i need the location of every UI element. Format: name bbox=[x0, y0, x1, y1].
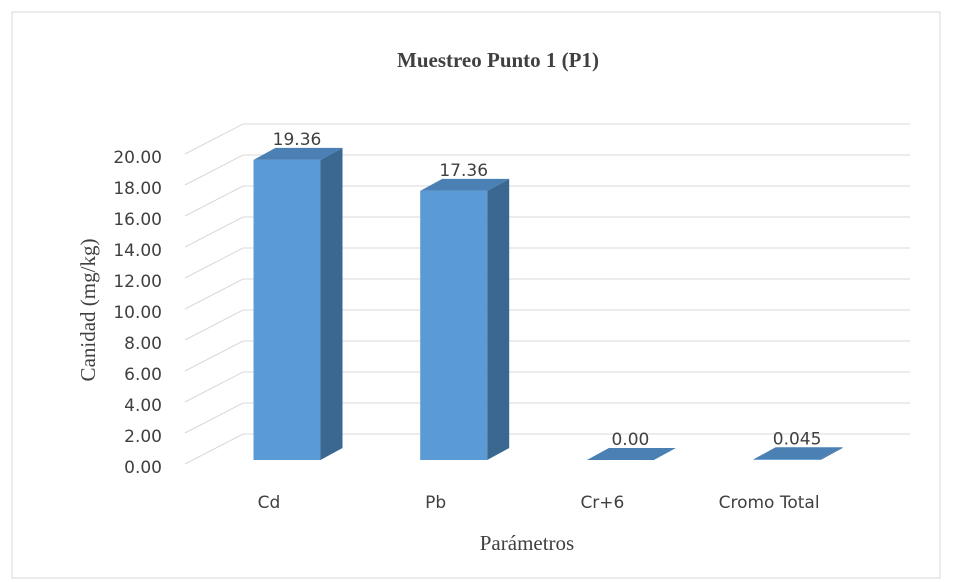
bar-face bbox=[253, 147, 343, 160]
y-tick-label: 18.00 bbox=[113, 179, 162, 199]
grid-line bbox=[184, 247, 910, 279]
data-label: 17.36 bbox=[439, 161, 488, 181]
y-tick-label: 14.00 bbox=[113, 241, 162, 261]
data-label: 0.00 bbox=[611, 430, 649, 450]
bar-face bbox=[320, 147, 343, 461]
y-tick-label: 10.00 bbox=[113, 303, 162, 323]
x-axis-label: Parámetros bbox=[480, 531, 574, 555]
bar bbox=[420, 178, 510, 461]
y-tick-label: 8.00 bbox=[124, 334, 162, 354]
x-tick-label: Cromo Total bbox=[719, 493, 820, 513]
bar bbox=[253, 147, 343, 461]
bar bbox=[586, 448, 676, 460]
grid-line bbox=[184, 309, 910, 341]
y-tick-label: 4.00 bbox=[124, 396, 162, 416]
grid-line bbox=[184, 402, 910, 434]
x-tick-label: Pb bbox=[425, 493, 446, 513]
grid-line bbox=[184, 278, 910, 310]
x-tick-label: Cr+6 bbox=[580, 493, 624, 513]
grid-line bbox=[184, 433, 910, 465]
data-label: 19.36 bbox=[273, 130, 322, 150]
grid-line bbox=[184, 216, 910, 248]
data-label: 0.045 bbox=[773, 429, 822, 449]
bar bbox=[753, 447, 843, 460]
y-tick-label: 20.00 bbox=[113, 148, 162, 168]
x-tick-label: Cd bbox=[258, 493, 281, 513]
y-tick-label: 6.00 bbox=[124, 365, 162, 385]
bar-face bbox=[487, 178, 510, 461]
grid-line bbox=[184, 340, 910, 372]
bar-face bbox=[586, 448, 676, 460]
grid-line bbox=[184, 154, 910, 186]
bar-face bbox=[820, 447, 843, 460]
grid-line bbox=[184, 185, 910, 217]
grid-line bbox=[184, 371, 910, 403]
y-tick-label: 12.00 bbox=[113, 272, 162, 292]
y-tick-label: 16.00 bbox=[113, 210, 162, 230]
y-tick-label: 0.00 bbox=[124, 458, 162, 478]
y-axis-label: Canidad (mg/kg) bbox=[76, 239, 100, 382]
bar-face bbox=[420, 190, 488, 461]
bar-face bbox=[753, 447, 843, 460]
grid-line bbox=[184, 123, 910, 155]
bar-face bbox=[253, 159, 321, 461]
chart-title: Muestreo Punto 1 (P1) bbox=[397, 48, 599, 72]
y-tick-label: 2.00 bbox=[124, 427, 162, 447]
bar-face bbox=[420, 178, 510, 191]
bar-face bbox=[753, 459, 821, 460]
